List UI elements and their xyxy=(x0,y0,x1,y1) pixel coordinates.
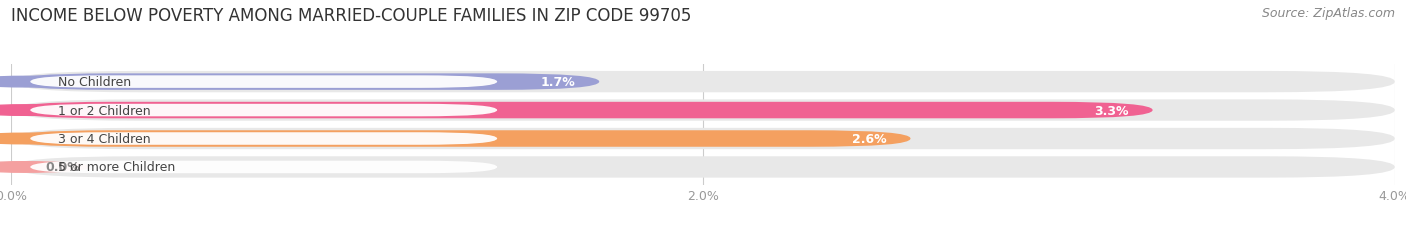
FancyBboxPatch shape xyxy=(11,102,1153,119)
FancyBboxPatch shape xyxy=(31,76,498,88)
Text: 1 or 2 Children: 1 or 2 Children xyxy=(58,104,150,117)
FancyBboxPatch shape xyxy=(11,128,1395,149)
FancyBboxPatch shape xyxy=(31,104,498,117)
Circle shape xyxy=(0,134,89,144)
FancyBboxPatch shape xyxy=(11,100,1395,121)
FancyBboxPatch shape xyxy=(11,157,1395,178)
Circle shape xyxy=(0,105,89,116)
Text: No Children: No Children xyxy=(58,76,131,89)
FancyBboxPatch shape xyxy=(31,161,498,173)
FancyBboxPatch shape xyxy=(11,72,1395,93)
Text: 3 or 4 Children: 3 or 4 Children xyxy=(58,132,150,145)
Text: INCOME BELOW POVERTY AMONG MARRIED-COUPLE FAMILIES IN ZIP CODE 99705: INCOME BELOW POVERTY AMONG MARRIED-COUPL… xyxy=(11,7,692,25)
Text: 0.0%: 0.0% xyxy=(46,161,80,174)
Text: 3.3%: 3.3% xyxy=(1094,104,1129,117)
FancyBboxPatch shape xyxy=(31,133,498,145)
Text: Source: ZipAtlas.com: Source: ZipAtlas.com xyxy=(1261,7,1395,20)
Text: 2.6%: 2.6% xyxy=(852,132,886,145)
FancyBboxPatch shape xyxy=(11,74,599,91)
FancyBboxPatch shape xyxy=(11,131,911,147)
Circle shape xyxy=(0,77,89,88)
Text: 5 or more Children: 5 or more Children xyxy=(58,161,176,174)
Text: 1.7%: 1.7% xyxy=(540,76,575,89)
Circle shape xyxy=(0,162,89,173)
